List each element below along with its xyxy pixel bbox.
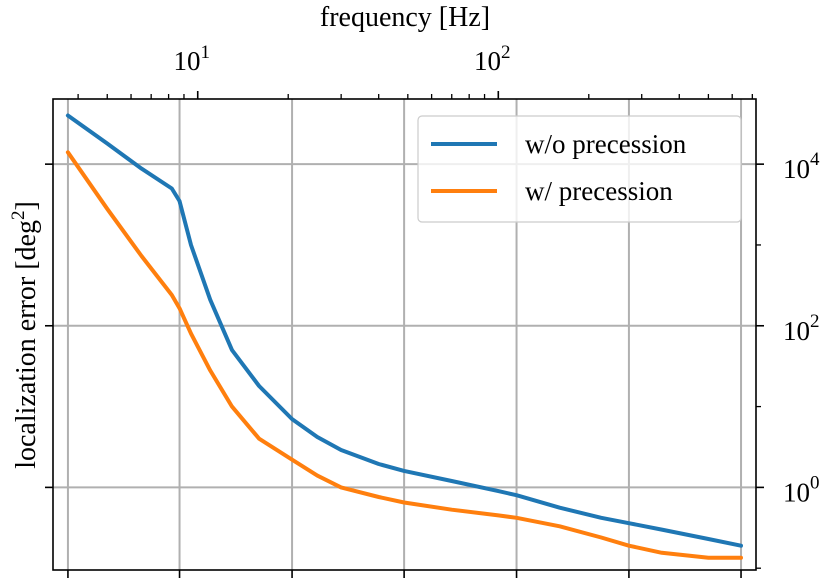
axis-ticks bbox=[45, 91, 764, 578]
y-axis-label-superscript: 2 bbox=[8, 211, 29, 221]
x-tick-label-1: 102 bbox=[474, 42, 511, 76]
plot-lines bbox=[65, 113, 743, 560]
legend-label-w-o-precession: w/o precession bbox=[525, 129, 687, 159]
legend-label-w-precession: w/ precession bbox=[525, 176, 673, 206]
legend-box bbox=[417, 115, 742, 223]
y-axis-label: localization error [deg2] bbox=[8, 201, 42, 469]
tick-labels: 101 102 100 102 104 bbox=[173, 42, 820, 507]
y-tick-label-0: 100 bbox=[783, 472, 820, 507]
y-tick-label-1: 102 bbox=[783, 311, 820, 346]
x-tick-label-0: 101 bbox=[173, 42, 210, 76]
legend: w/o precession w/ precession bbox=[417, 115, 742, 223]
x-axis-label: frequency [Hz] bbox=[320, 2, 490, 33]
y-tick-label-2: 104 bbox=[783, 149, 820, 184]
series-line-w-o-precession bbox=[65, 113, 743, 548]
series-line-w-precession bbox=[65, 150, 743, 560]
